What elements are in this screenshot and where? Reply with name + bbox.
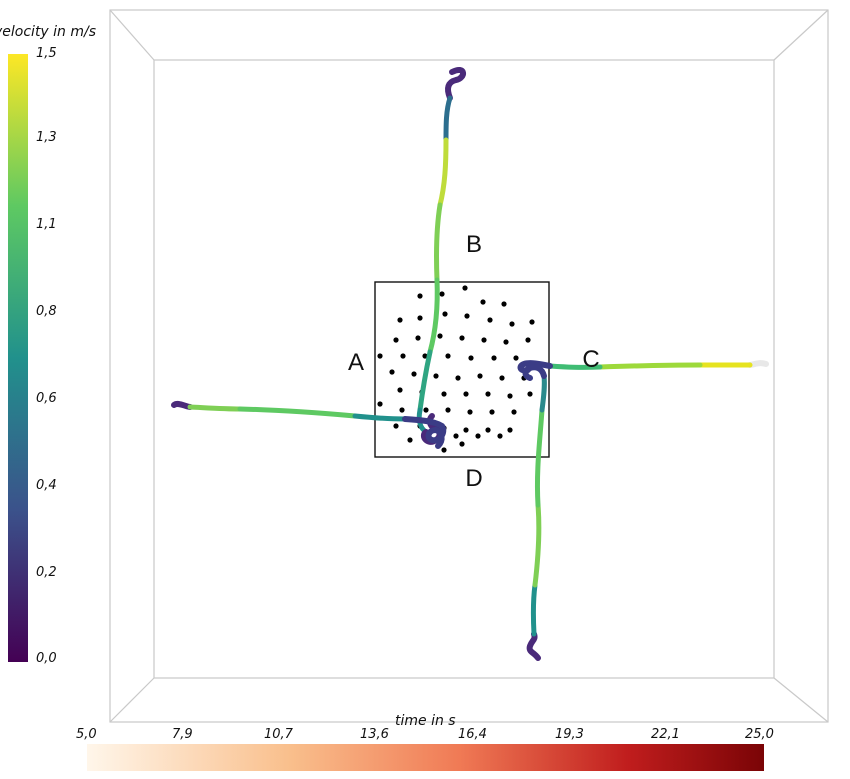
box-inner-frame <box>153 59 775 679</box>
obstacle-dot <box>455 375 461 381</box>
obstacle-dot <box>433 373 439 379</box>
box-edge-bottom-left <box>109 677 155 723</box>
box-edge-bottom-right <box>773 677 829 723</box>
obstacle-dots <box>377 285 535 453</box>
obstacle-dot <box>453 433 459 439</box>
obstacle-dot <box>439 291 445 297</box>
obstacle-dot <box>501 301 507 307</box>
obstacle-dot <box>393 423 399 429</box>
obstacle-dot <box>441 447 447 453</box>
obstacle-dot <box>415 335 421 341</box>
obstacle-dot <box>481 337 487 343</box>
time-tick-label: 19,3 <box>555 727 584 742</box>
velocity-legend-title: velocity in m/s <box>0 24 97 40</box>
obstacle-dot <box>475 433 481 439</box>
box-edge-top-left <box>109 9 155 61</box>
box-edge-top-right <box>773 9 829 61</box>
time-tick-label: 7,9 <box>172 727 193 742</box>
obstacle-dot <box>437 333 443 339</box>
region-label-a: A <box>347 349 365 376</box>
obstacle-dot <box>464 313 470 319</box>
obstacle-dot <box>411 371 417 377</box>
obstacle-dot <box>442 311 448 317</box>
trajectory-a <box>171 400 447 449</box>
trajectory-d <box>522 364 547 661</box>
obstacle-dot <box>400 353 406 359</box>
obstacle-dot <box>507 427 513 433</box>
region-label-d: D <box>465 465 483 492</box>
obstacle-dot <box>503 339 509 345</box>
obstacle-dot <box>377 401 383 407</box>
obstacle-dot <box>468 355 474 361</box>
bounding-box <box>109 9 829 723</box>
obstacle-dot <box>423 407 429 413</box>
obstacle-dot <box>499 375 505 381</box>
time-tick-label: 10,7 <box>264 727 293 742</box>
velocity-tick-label: 1,3 <box>36 130 57 145</box>
obstacle-dot <box>422 353 428 359</box>
region-label-b: B <box>465 231 483 258</box>
time-legend-title: time in s <box>395 713 456 729</box>
obstacle-dot <box>485 391 491 397</box>
obstacle-dot <box>417 315 423 321</box>
obstacle-dot <box>467 409 473 415</box>
obstacle-dot <box>509 321 515 327</box>
obstacle-dot <box>462 285 468 291</box>
obstacle-dot <box>389 369 395 375</box>
trajectory-c <box>517 360 769 374</box>
velocity-tick-label: 1,1 <box>36 217 57 232</box>
velocity-tick-label: 0,2 <box>36 565 57 580</box>
trajectories <box>171 67 769 661</box>
obstacle-dot <box>480 299 486 305</box>
central-square <box>374 281 550 458</box>
velocity-tick-label: 0,6 <box>36 391 57 406</box>
velocity-tick-label: 1,5 <box>36 46 57 61</box>
time-tick-label: 25,0 <box>745 727 774 742</box>
obstacle-dot <box>377 353 383 359</box>
obstacle-dot <box>511 409 517 415</box>
obstacle-dot <box>513 355 519 361</box>
obstacle-dot <box>491 355 497 361</box>
obstacle-dot <box>445 407 451 413</box>
velocity-tick-label: 0,8 <box>36 304 57 319</box>
obstacle-dot <box>463 427 469 433</box>
obstacle-dot <box>477 373 483 379</box>
time-colorbar <box>87 744 764 771</box>
obstacle-dot <box>393 337 399 343</box>
velocity-colorbar <box>8 54 28 662</box>
obstacle-dot <box>407 437 413 443</box>
obstacle-dot <box>527 391 533 397</box>
obstacle-dot <box>529 319 535 325</box>
obstacle-dot <box>497 433 503 439</box>
obstacle-dot <box>459 441 465 447</box>
obstacle-dot <box>507 393 513 399</box>
time-tick-label: 22,1 <box>651 727 680 742</box>
obstacle-dot <box>463 391 469 397</box>
time-tick-label: 5,0 <box>76 727 97 742</box>
obstacle-dot <box>487 317 493 323</box>
obstacle-dot <box>417 293 423 299</box>
box-outer-frame <box>109 9 829 723</box>
obstacle-dot <box>485 427 491 433</box>
obstacle-dot <box>459 335 465 341</box>
obstacle-dot <box>397 387 403 393</box>
velocity-tick-label: 0,0 <box>36 651 57 666</box>
obstacle-dot <box>445 353 451 359</box>
time-tick-label: 13,6 <box>360 727 389 742</box>
obstacle-dot <box>399 407 405 413</box>
region-label-c: C <box>582 346 600 373</box>
velocity-tick-label: 0,4 <box>36 478 57 493</box>
obstacle-dot <box>525 337 531 343</box>
obstacle-dot <box>489 409 495 415</box>
trajectory-b <box>416 67 466 445</box>
obstacle-dot <box>397 317 403 323</box>
time-tick-label: 16,4 <box>458 727 487 742</box>
obstacle-dot <box>441 391 447 397</box>
